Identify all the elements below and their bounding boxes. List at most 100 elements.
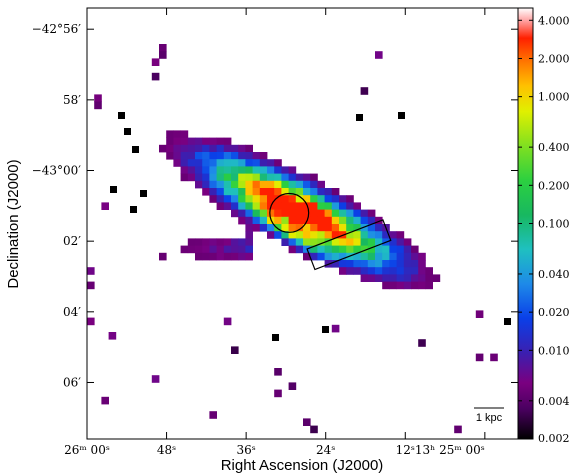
map-pixel	[187, 144, 196, 153]
map-pixel	[231, 202, 239, 210]
map-pixel	[231, 209, 239, 218]
colorbar-tick-label: 1.000	[538, 91, 570, 104]
map-pixel	[339, 202, 347, 210]
map-pixel	[303, 209, 311, 218]
map-pixel	[353, 216, 361, 225]
map-pixel	[346, 260, 354, 268]
map-pixel	[259, 202, 268, 210]
map-pixel	[324, 252, 333, 261]
map-pixel	[195, 173, 203, 182]
map-pixel	[303, 188, 311, 196]
map-pixel	[396, 238, 405, 246]
map-pixel	[245, 173, 253, 182]
map-pixel	[195, 144, 203, 153]
map-pixel	[238, 144, 246, 153]
map-pixel	[418, 260, 426, 268]
map-pixel	[87, 281, 95, 290]
map-pixel	[281, 238, 289, 246]
map-pixel	[295, 224, 304, 232]
map-pixel	[238, 152, 246, 160]
map-pixel	[245, 245, 253, 254]
map-pixel	[101, 396, 109, 405]
map-pixel	[187, 173, 196, 182]
map-pixel	[382, 231, 390, 239]
map-pixel	[317, 195, 325, 203]
map-pixel	[432, 274, 441, 282]
map-pixel	[231, 173, 239, 182]
map-pixel	[216, 137, 225, 146]
map-pixel	[245, 231, 253, 239]
scale-bar-label: 1 kpc	[476, 412, 503, 424]
map-pixel	[252, 152, 261, 160]
map-pixel	[475, 353, 484, 362]
map-pixel	[274, 368, 282, 376]
map-pixel	[245, 209, 253, 218]
map-pixel	[367, 216, 376, 225]
map-pixel	[389, 238, 397, 246]
map-pixel	[202, 245, 210, 254]
map-pixel	[310, 224, 318, 232]
map-pixel	[425, 267, 433, 275]
map-pixel	[238, 166, 246, 174]
map-pixel	[317, 188, 325, 196]
map-pixel	[331, 252, 340, 261]
map-pixel	[238, 209, 246, 218]
map-pixel	[288, 382, 297, 390]
intensity-map	[87, 44, 511, 434]
map-pixel	[375, 238, 383, 246]
map-pixel	[87, 317, 95, 326]
map-pixel	[202, 173, 210, 182]
map-pixel	[101, 202, 109, 210]
map-pixel	[353, 267, 361, 275]
map-pixel	[187, 159, 196, 167]
y-tick-label: 06′	[63, 375, 81, 389]
map-pixel	[288, 216, 297, 225]
x-tick-label: 26ᵐ 00ˢ	[64, 443, 110, 457]
map-pixel	[356, 114, 363, 121]
map-pixel	[295, 195, 304, 203]
map-pixel	[295, 188, 304, 196]
map-pixel	[303, 173, 311, 182]
map-pixel	[166, 144, 174, 153]
map-pixel	[367, 267, 376, 275]
map-pixel	[245, 216, 253, 225]
map-pixel	[389, 274, 397, 282]
map-pixel	[425, 281, 433, 290]
map-pixel	[281, 166, 289, 174]
map-pixel	[353, 209, 361, 218]
map-pixel	[288, 238, 297, 246]
map-pixel	[339, 216, 347, 225]
map-pixel	[180, 152, 189, 160]
map-pixel	[375, 216, 383, 225]
map-pixel	[303, 202, 311, 210]
map-pixel	[310, 188, 318, 196]
map-pixel	[339, 224, 347, 232]
map-pixel	[216, 238, 225, 246]
map-pixel	[173, 130, 181, 138]
map-pixel	[259, 159, 268, 167]
map-pixel	[360, 260, 369, 268]
map-pixel	[281, 180, 289, 189]
colorbar-ticks: 4.000 2.000 1.000 0.400 0.200 0.100 0.040 0.020…	[518, 14, 570, 445]
map-pixel	[209, 245, 217, 254]
map-pixel	[288, 209, 297, 218]
map-pixel	[353, 224, 361, 232]
map-pixel	[295, 238, 304, 246]
x-tick-label: 12ˢ	[396, 443, 415, 457]
map-pixel	[259, 195, 268, 203]
map-pixel	[245, 144, 253, 153]
map-pixel	[295, 245, 304, 254]
map-pixel	[274, 180, 282, 189]
map-pixel	[367, 245, 376, 254]
map-pixel	[288, 173, 297, 182]
map-pixel	[382, 245, 390, 254]
map-pixel	[310, 216, 318, 225]
map-pixel	[324, 209, 333, 218]
map-pixel	[187, 166, 196, 174]
map-pixel	[110, 186, 117, 193]
map-pixel	[367, 231, 376, 239]
map-pixel	[310, 195, 318, 203]
map-pixel	[403, 245, 412, 254]
map-pixel	[339, 238, 347, 246]
